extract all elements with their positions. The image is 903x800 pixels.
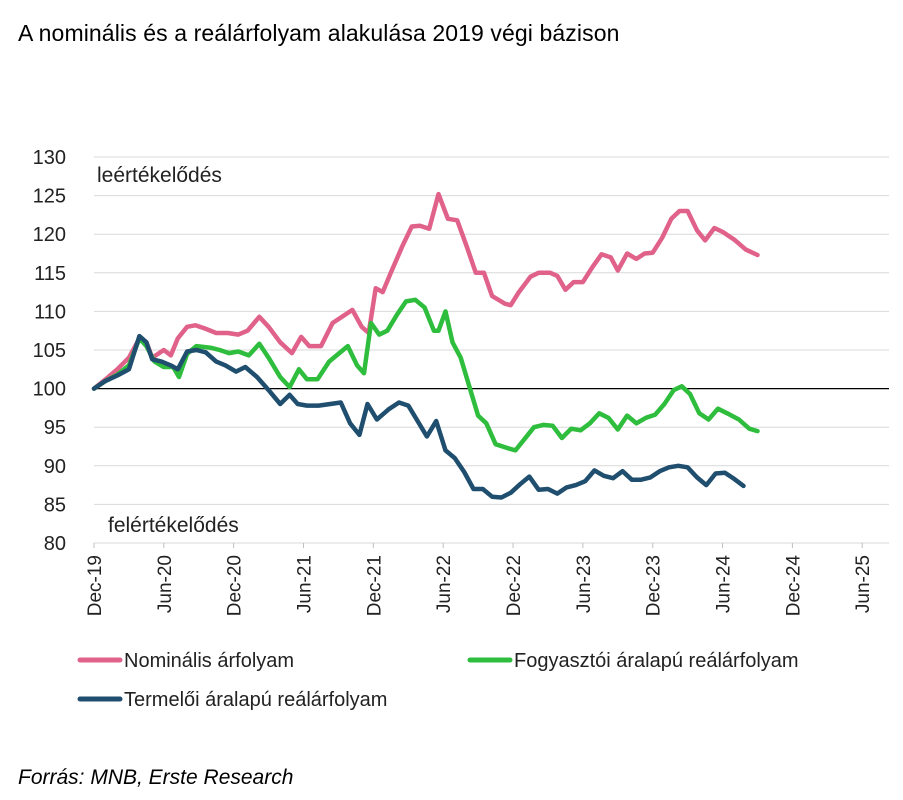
x-tick-label: Jun-25 <box>853 555 874 613</box>
legend: Nominális árfolyam Fogyasztói áralapú reá… <box>77 650 799 711</box>
x-tick-label: Jun-20 <box>155 555 176 613</box>
annotation-devaluation: leértékelődés <box>97 164 222 187</box>
y-tick-label: 115 <box>34 263 66 285</box>
chart-title: A nominális és a reálárfolyam alakulása … <box>18 20 620 46</box>
x-tick-label: Jun-24 <box>714 555 735 614</box>
y-tick-label: 125 <box>33 186 66 208</box>
x-tick-label: Jun-23 <box>574 555 595 613</box>
annotation-appreciation: felértékelődés <box>108 514 239 537</box>
legend-label: Termelői áralapú reálárfolyam <box>124 689 387 711</box>
y-axis: 80 85 90 95 100 105 110 115 120 125 130 <box>33 147 66 555</box>
y-tick-label: 95 <box>44 417 66 439</box>
y-tick-label: 85 <box>44 494 66 516</box>
legend-item: Nominális árfolyam <box>77 650 294 672</box>
x-tick-label: Jun-22 <box>434 555 455 613</box>
series-line-2 <box>91 297 760 453</box>
y-tick-label: 105 <box>33 340 66 362</box>
x-tick-label: Jun-21 <box>295 555 316 613</box>
series-lines <box>91 191 760 500</box>
x-tick-label: Dec-23 <box>644 555 665 616</box>
x-tick-label: Dec-20 <box>225 555 246 616</box>
y-tick-label: 110 <box>34 301 66 323</box>
legend-item: Fogyasztói áralapú reálárfolyam <box>467 650 799 672</box>
y-tick-label: 90 <box>44 456 66 478</box>
x-tick-label: Dec-19 <box>85 555 106 616</box>
gridlines <box>94 156 889 544</box>
source-note: Forrás: MNB, Erste Research <box>18 766 294 789</box>
y-tick-label: 80 <box>44 533 66 555</box>
legend-item: Termelői áralapú reálárfolyam <box>77 689 387 711</box>
legend-label: Nominális árfolyam <box>124 650 294 672</box>
x-axis: Dec-19 Jun-20 Dec-20 Jun-21 Dec-21 Jun-22 Dec-… <box>85 543 874 616</box>
x-tick-label: Dec-22 <box>504 555 525 616</box>
y-tick-label: 130 <box>33 147 66 169</box>
series-line-1 <box>91 191 760 391</box>
y-tick-label: 100 <box>33 379 66 401</box>
y-tick-label: 120 <box>33 224 66 246</box>
x-tick-label: Dec-24 <box>783 555 804 617</box>
legend-label: Fogyasztói áralapú reálárfolyam <box>514 650 799 672</box>
series-line-3 <box>91 333 746 500</box>
x-tick-label: Dec-21 <box>364 555 385 616</box>
